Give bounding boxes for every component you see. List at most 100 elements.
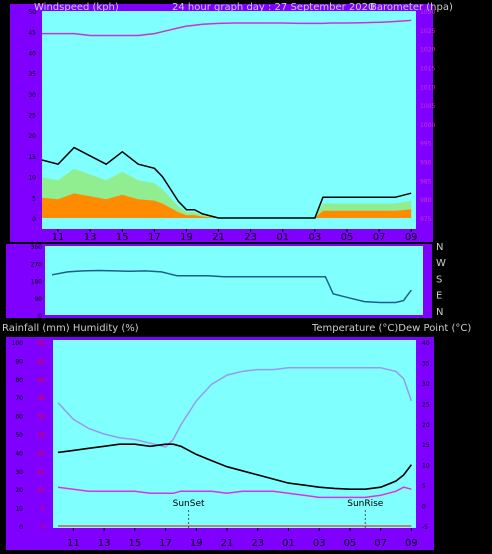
rain-humidity-axis-title: Rainfall (mm) Humidity (%) xyxy=(2,323,139,334)
rain-y-tick-label: 40 xyxy=(37,377,45,384)
rain-y-tick-label: 30 xyxy=(37,414,45,421)
barometer-y-tick-label: 1005 xyxy=(420,103,435,110)
x-tick-label: 19 xyxy=(180,232,193,243)
direction-y-tick-label: 180 xyxy=(31,279,43,286)
x-tick-label: 07 xyxy=(373,232,386,243)
temperature-series-line xyxy=(57,443,413,490)
rain-y-tick-label: 15 xyxy=(37,469,45,476)
barometer-y-tick-label: 990 xyxy=(420,160,432,167)
dew-point-series-line xyxy=(57,486,412,499)
rain-y-tick-label: 5 xyxy=(41,506,45,513)
x-tick-label: 03 xyxy=(309,232,322,243)
rain-y-tick-label: 10 xyxy=(37,487,45,494)
barometer-y-tick-label: 995 xyxy=(420,141,432,148)
x-tick-label: 17 xyxy=(148,232,161,243)
x-tick-label: 15 xyxy=(116,232,129,243)
wind-y-tick-label: 5 xyxy=(32,195,36,202)
wind-axis-title: Windspeed (kph) xyxy=(34,2,119,13)
wind-y-tick-label: 20 xyxy=(28,133,36,140)
direction-compass-label: W xyxy=(436,258,446,269)
direction-series-line xyxy=(51,269,412,304)
barometer-y-tick-label: 1030 xyxy=(420,9,435,16)
humidity-y-tick-label: 90 xyxy=(15,358,23,365)
x-tick-label: 15 xyxy=(128,538,141,549)
wind-y-tick-label: 30 xyxy=(28,92,36,99)
x-tick-label: 19 xyxy=(190,538,203,549)
x-tick-label: 17 xyxy=(159,538,172,549)
wind-orange-area xyxy=(42,193,412,218)
rain-y-tick-label: 0 xyxy=(41,524,45,531)
barometer-axis-title: Barometer (hpa) xyxy=(370,2,453,13)
windspeed-series-line xyxy=(41,146,412,219)
direction-compass-label: N xyxy=(436,242,443,253)
temperature-y-tick-label: 25 xyxy=(422,401,430,408)
wind-y-tick-label: 35 xyxy=(28,71,36,78)
barometer-series-line xyxy=(42,19,412,37)
temperature-y-tick-label: 10 xyxy=(422,463,430,470)
x-tick-label: 23 xyxy=(251,538,264,549)
humidity-series-line xyxy=(57,367,413,448)
barometer-y-tick-label: 1025 xyxy=(420,28,435,35)
wind-y-tick-label: 10 xyxy=(28,175,36,182)
direction-compass-label: E xyxy=(436,291,442,302)
x-tick-label: 21 xyxy=(212,232,225,243)
humidity-y-tick-label: 80 xyxy=(15,377,23,384)
x-tick-label: 05 xyxy=(341,232,354,243)
humidity-y-tick-label: 0 xyxy=(19,524,23,531)
x-tick-label: 23 xyxy=(244,232,257,243)
temperature-y-tick-label: 20 xyxy=(422,422,430,429)
direction-compass-label: S xyxy=(436,274,442,285)
barometer-y-tick-label: 1020 xyxy=(420,47,435,54)
rain-y-tick-label: 20 xyxy=(37,450,45,457)
direction-y-tick-label: 270 xyxy=(31,261,43,268)
x-tick-label: 03 xyxy=(313,538,326,549)
wind-y-tick-label: 45 xyxy=(28,30,36,37)
x-tick-label: 07 xyxy=(374,538,387,549)
direction-plot-area xyxy=(45,246,423,315)
temperature-y-tick-label: -5 xyxy=(422,524,428,531)
wind-y-tick-label: 40 xyxy=(28,50,36,57)
barometer-y-tick-label: 1015 xyxy=(420,65,435,72)
rain-y-tick-label: 50 xyxy=(37,340,45,347)
rain-y-tick-label: 45 xyxy=(37,358,45,365)
barometer-y-tick-label: 980 xyxy=(420,197,432,204)
humidity-y-tick-label: 40 xyxy=(15,450,23,457)
sun-event-label: SunSet xyxy=(173,499,205,509)
direction-compass-label: N xyxy=(436,307,443,318)
x-tick-label: 21 xyxy=(221,538,234,549)
humidity-y-tick-label: 10 xyxy=(15,506,23,513)
temperature-y-tick-label: 35 xyxy=(422,360,430,367)
x-tick-label: 09 xyxy=(405,538,418,549)
temperature-y-tick-label: 30 xyxy=(422,381,430,388)
wind-y-tick-label: 25 xyxy=(28,113,36,120)
direction-y-tick-label: 360 xyxy=(31,244,43,251)
direction-y-tick-label: 90 xyxy=(34,296,42,303)
humidity-y-tick-label: 30 xyxy=(15,469,23,476)
temperature-y-tick-label: 0 xyxy=(422,504,426,511)
direction-y-tick-label: 0 xyxy=(38,313,42,320)
wind-y-tick-label: 0 xyxy=(32,216,36,223)
x-tick-label: 09 xyxy=(405,232,418,243)
graph-title: 24 hour graph day : 27 September 2020 xyxy=(172,2,374,13)
temperature-y-tick-label: 40 xyxy=(422,340,430,347)
rain-y-tick-label: 35 xyxy=(37,395,45,402)
humidity-y-tick-label: 50 xyxy=(15,432,23,439)
wind-y-tick-label: 50 xyxy=(28,9,36,16)
wind-y-tick-label: 15 xyxy=(28,154,36,161)
sun-event-label: SunRise xyxy=(347,499,384,509)
temperature-y-tick-label: 5 xyxy=(422,483,426,490)
barometer-y-tick-label: 1010 xyxy=(420,84,435,91)
x-tick-label: 01 xyxy=(282,538,295,549)
humidity-y-tick-label: 20 xyxy=(15,487,23,494)
x-tick-label: 11 xyxy=(67,538,80,549)
x-tick-label: 13 xyxy=(84,232,97,243)
temperature-axis-title: Temperature (°C)Dew Point (°C) xyxy=(311,323,471,334)
x-tick-label: 13 xyxy=(98,538,111,549)
barometer-y-tick-label: 975 xyxy=(420,216,432,223)
humidity-y-tick-label: 70 xyxy=(15,395,23,402)
x-tick-label: 05 xyxy=(344,538,357,549)
humidity-y-tick-label: 100 xyxy=(12,340,24,347)
rain-y-tick-label: 25 xyxy=(37,432,45,439)
barometer-y-tick-label: 1000 xyxy=(420,122,435,129)
